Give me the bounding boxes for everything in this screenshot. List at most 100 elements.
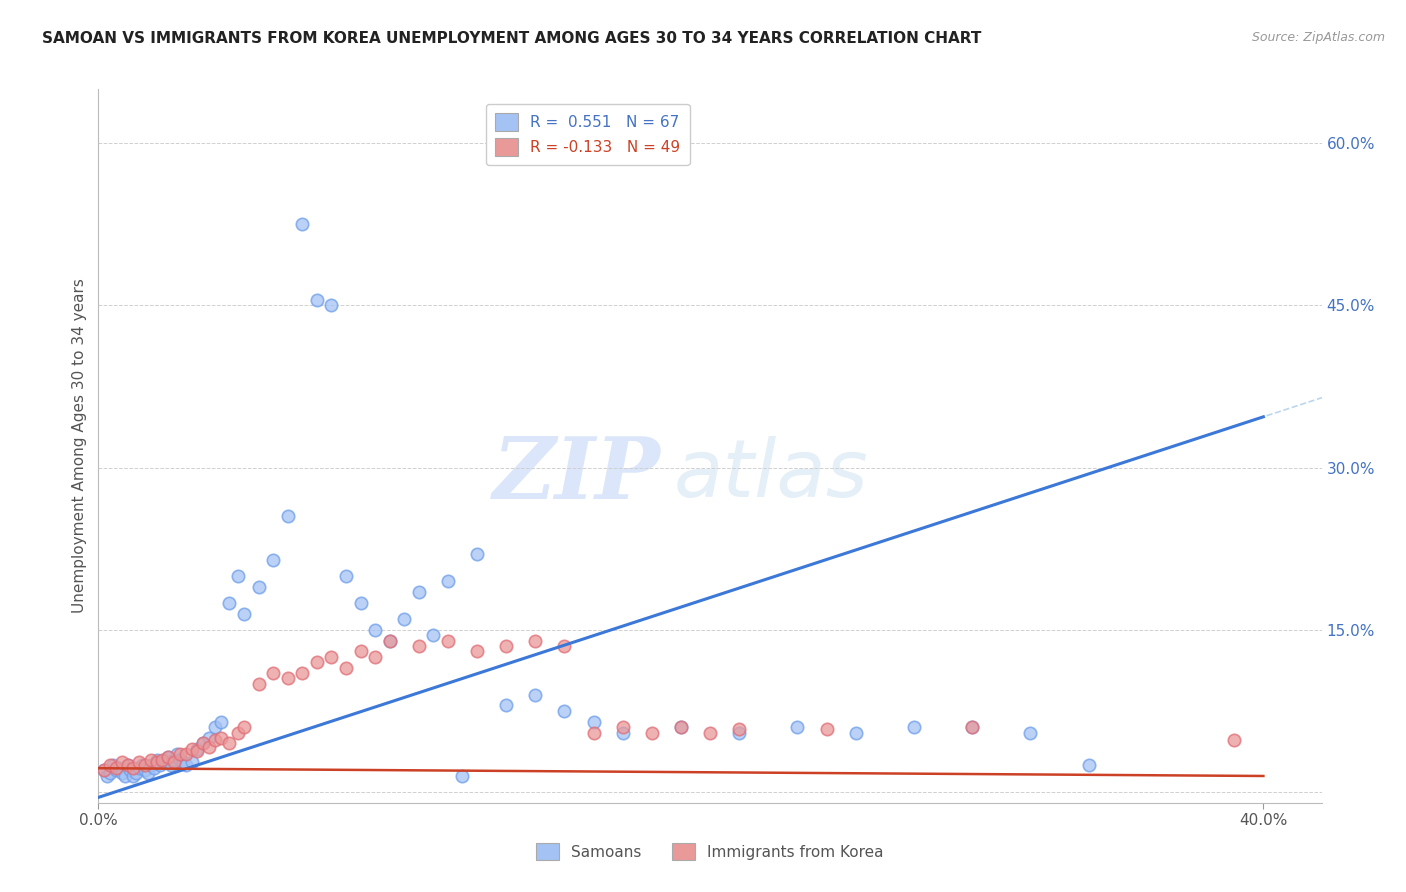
Point — [786, 720, 808, 734]
Point — [172, 755, 194, 769]
Point — [1019, 725, 1042, 739]
Point — [364, 649, 387, 664]
Point — [169, 753, 191, 767]
Text: Source: ZipAtlas.com: Source: ZipAtlas.com — [1251, 31, 1385, 45]
Point — [139, 753, 162, 767]
Point — [465, 644, 488, 658]
Point — [291, 666, 314, 681]
Point — [125, 765, 148, 780]
Text: atlas: atlas — [673, 435, 868, 514]
Point — [437, 574, 460, 589]
Point — [104, 764, 127, 778]
Point — [174, 747, 197, 761]
Point — [98, 758, 121, 772]
Point — [553, 639, 575, 653]
Point — [321, 298, 343, 312]
Point — [349, 596, 371, 610]
Point — [136, 765, 159, 780]
Point — [155, 753, 177, 767]
Point — [335, 660, 357, 674]
Point — [131, 758, 153, 772]
Point — [262, 666, 284, 681]
Point — [93, 764, 115, 778]
Point — [669, 720, 692, 734]
Point — [553, 704, 575, 718]
Point — [378, 633, 401, 648]
Point — [262, 552, 284, 566]
Point — [291, 218, 314, 232]
Point — [139, 758, 162, 772]
Point — [122, 769, 145, 783]
Point — [180, 755, 202, 769]
Point — [960, 720, 983, 734]
Point — [111, 765, 134, 780]
Point — [157, 750, 180, 764]
Point — [233, 720, 256, 734]
Point — [582, 725, 605, 739]
Point — [198, 739, 221, 754]
Point — [149, 758, 172, 772]
Point — [145, 753, 167, 767]
Point — [422, 628, 444, 642]
Point — [392, 612, 416, 626]
Point — [128, 761, 150, 775]
Point — [174, 758, 197, 772]
Point — [204, 733, 226, 747]
Point — [437, 633, 460, 648]
Point — [98, 765, 121, 780]
Point — [465, 547, 488, 561]
Point — [186, 744, 208, 758]
Y-axis label: Unemployment Among Ages 30 to 34 years: Unemployment Among Ages 30 to 34 years — [72, 278, 87, 614]
Point — [364, 623, 387, 637]
Point — [108, 761, 131, 775]
Point — [198, 731, 221, 745]
Point — [582, 714, 605, 729]
Point — [335, 568, 357, 582]
Point — [960, 720, 983, 734]
Point — [903, 720, 925, 734]
Point — [495, 698, 517, 713]
Point — [524, 688, 547, 702]
Point — [180, 741, 202, 756]
Point — [728, 725, 751, 739]
Point — [209, 731, 232, 745]
Point — [114, 769, 136, 783]
Point — [495, 639, 517, 653]
Point — [612, 720, 634, 734]
Point — [524, 633, 547, 648]
Point — [408, 585, 430, 599]
Point — [247, 677, 270, 691]
Point — [96, 769, 118, 783]
Point — [163, 755, 186, 769]
Point — [218, 736, 240, 750]
Point — [451, 769, 474, 783]
Point — [408, 639, 430, 653]
Point — [204, 720, 226, 734]
Point — [226, 725, 249, 739]
Point — [612, 725, 634, 739]
Point — [247, 580, 270, 594]
Point — [134, 764, 156, 778]
Point — [152, 753, 174, 767]
Point — [218, 596, 240, 610]
Point — [193, 736, 215, 750]
Point — [163, 753, 186, 767]
Point — [378, 633, 401, 648]
Point — [233, 607, 256, 621]
Point — [104, 761, 127, 775]
Legend: Samoans, Immigrants from Korea: Samoans, Immigrants from Korea — [530, 837, 890, 866]
Point — [117, 758, 139, 772]
Point — [669, 720, 692, 734]
Point — [160, 758, 183, 772]
Point — [305, 293, 328, 307]
Point — [1223, 733, 1246, 747]
Point — [209, 714, 232, 729]
Text: ZIP: ZIP — [494, 433, 661, 516]
Point — [122, 761, 145, 775]
Point — [111, 755, 134, 769]
Point — [93, 764, 115, 778]
Point — [152, 755, 174, 769]
Point — [641, 725, 664, 739]
Point — [186, 741, 208, 756]
Text: SAMOAN VS IMMIGRANTS FROM KOREA UNEMPLOYMENT AMONG AGES 30 TO 34 YEARS CORRELATI: SAMOAN VS IMMIGRANTS FROM KOREA UNEMPLOY… — [42, 31, 981, 46]
